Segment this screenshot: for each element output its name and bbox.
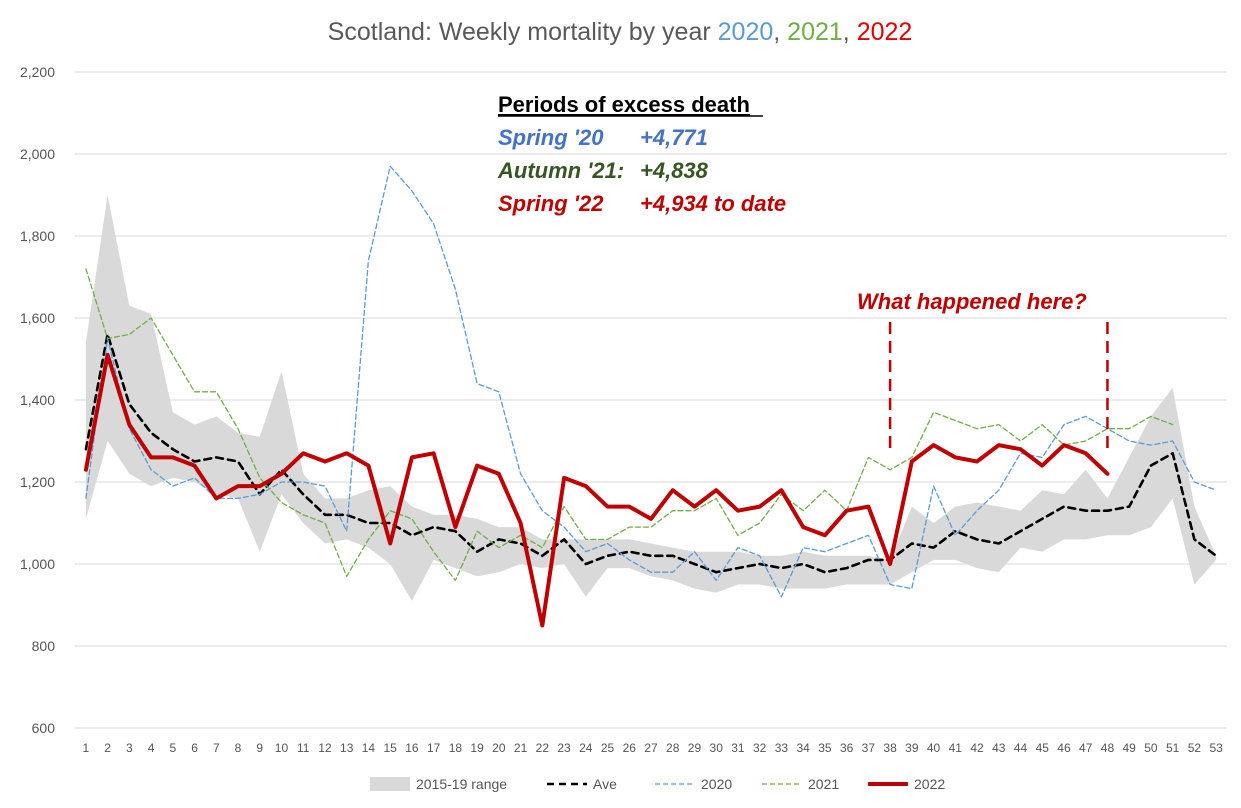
x-tick-label: 7 xyxy=(213,741,220,755)
x-tick-label: 40 xyxy=(927,741,941,755)
x-tick-label: 42 xyxy=(970,741,984,755)
y-tick-label: 2,200 xyxy=(20,64,55,80)
period-value: +4,934 to date xyxy=(640,191,786,216)
y-tick-label: 800 xyxy=(32,638,56,654)
x-tick-label: 4 xyxy=(148,741,155,755)
y-tick-label: 1,000 xyxy=(20,556,55,572)
x-tick-label: 23 xyxy=(557,741,571,755)
x-tick-label: 49 xyxy=(1123,741,1137,755)
x-tick-label: 30 xyxy=(710,741,724,755)
legend-swatch-range xyxy=(370,777,410,791)
range-band-2015-19 xyxy=(85,195,1217,601)
title-sep: , xyxy=(773,18,787,46)
x-tick-label: 37 xyxy=(862,741,876,755)
x-tick-label: 13 xyxy=(340,741,354,755)
x-tick-label: 51 xyxy=(1166,741,1180,755)
x-tick-label: 22 xyxy=(536,741,550,755)
legend-label: 2021 xyxy=(808,776,839,792)
x-tick-label: 1 xyxy=(83,741,90,755)
x-tick-label: 50 xyxy=(1144,741,1158,755)
x-tick-label: 43 xyxy=(992,741,1006,755)
x-tick-label: 36 xyxy=(840,741,854,755)
x-tick-label: 12 xyxy=(318,741,332,755)
x-tick-label: 19 xyxy=(470,741,484,755)
y-tick-label: 600 xyxy=(32,720,56,736)
period-value: +4,838 xyxy=(640,158,709,183)
x-tick-label: 25 xyxy=(601,741,615,755)
x-tick-label: 15 xyxy=(383,741,397,755)
x-tick-label: 33 xyxy=(775,741,789,755)
x-tick-label: 29 xyxy=(688,741,702,755)
x-tick-label: 46 xyxy=(1057,741,1071,755)
x-tick-label: 9 xyxy=(256,741,263,755)
chart-title: Scotland: Weekly mortality by year 2020,… xyxy=(328,18,913,46)
legend-label: 2022 xyxy=(914,776,945,792)
x-tick-label: 27 xyxy=(644,741,658,755)
x-tick-label: 18 xyxy=(449,741,463,755)
x-tick-label: 10 xyxy=(275,741,289,755)
x-tick-label: 41 xyxy=(949,741,963,755)
x-tick-label: 2 xyxy=(104,741,111,755)
title-year-2021: 2021 xyxy=(787,18,843,46)
y-tick-label: 1,800 xyxy=(20,228,55,244)
x-tick-label: 14 xyxy=(362,741,376,755)
x-tick-label: 35 xyxy=(818,741,832,755)
legend-label: Ave xyxy=(593,776,617,792)
x-tick-label: 20 xyxy=(492,741,506,755)
x-tick-label: 11 xyxy=(297,741,310,755)
title-year-2020: 2020 xyxy=(718,18,774,46)
x-tick-label: 52 xyxy=(1188,741,1202,755)
x-tick-label: 26 xyxy=(623,741,637,755)
period-value: +4,771 xyxy=(640,125,708,150)
title-sep: , xyxy=(843,18,857,46)
periods-heading: Periods of excess death xyxy=(498,92,750,117)
y-tick-label: 2,000 xyxy=(20,146,55,162)
x-tick-label: 16 xyxy=(405,741,419,755)
x-tick-label: 24 xyxy=(579,741,593,755)
y-tick-label: 1,600 xyxy=(20,310,55,326)
x-tick-label: 32 xyxy=(753,741,767,755)
x-tick-label: 21 xyxy=(514,741,528,755)
y-tick-label: 1,200 xyxy=(20,474,55,490)
x-tick-label: 34 xyxy=(796,741,810,755)
period-label: Spring '20 xyxy=(498,125,604,150)
period-label: Spring '22 xyxy=(498,191,604,216)
legend-label: 2015-19 range xyxy=(416,776,507,792)
series-line-2020 xyxy=(85,165,1217,598)
x-tick-label: 5 xyxy=(169,741,176,755)
x-tick-label: 44 xyxy=(1014,741,1028,755)
x-tick-label: 45 xyxy=(1036,741,1050,755)
x-tick-label: 38 xyxy=(883,741,897,755)
series-line-2022 xyxy=(83,352,1110,628)
x-tick-label: 6 xyxy=(191,741,198,755)
title-prefix: Scotland: Weekly mortality by year xyxy=(328,18,718,46)
legend-label: 2020 xyxy=(701,776,732,792)
x-tick-label: 8 xyxy=(235,741,242,755)
x-tick-label: 47 xyxy=(1079,741,1093,755)
x-tick-label: 3 xyxy=(126,741,133,755)
x-tick-label: 28 xyxy=(666,741,680,755)
period-label: Autumn '21: xyxy=(497,158,624,183)
question-annotation: What happened here? xyxy=(857,289,1087,314)
x-tick-label: 53 xyxy=(1209,741,1223,755)
x-tick-label: 31 xyxy=(731,741,745,755)
x-tick-label: 48 xyxy=(1101,741,1115,755)
title-year-2022: 2022 xyxy=(857,18,913,46)
series-line-2021 xyxy=(85,268,1174,582)
y-tick-label: 1,400 xyxy=(20,392,55,408)
x-tick-label: 17 xyxy=(427,741,441,755)
x-tick-label: 39 xyxy=(905,741,919,755)
legend: 2015-19 range Ave 2020 2021 2022 xyxy=(370,776,945,792)
